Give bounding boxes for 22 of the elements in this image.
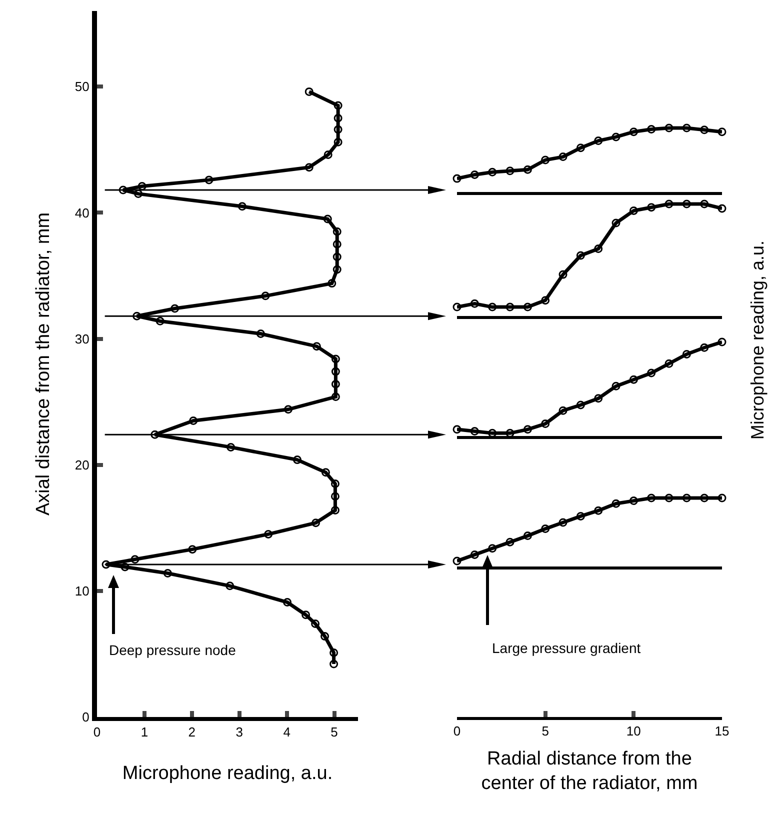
x-tick-label: 15 bbox=[714, 724, 730, 739]
x-tick-label: 10 bbox=[626, 724, 641, 739]
x-tick-label: 0 bbox=[453, 724, 461, 739]
x-tick-label: 0 bbox=[93, 724, 101, 740]
x-tick-label: 1 bbox=[140, 724, 148, 740]
text: Large pressure gradient bbox=[492, 640, 641, 656]
x-tick-label: 2 bbox=[188, 724, 196, 740]
x-axis-title: Microphone reading, a.u. bbox=[122, 762, 333, 784]
y-axis-title: Axial distance from the radiator, mm bbox=[32, 212, 54, 516]
x-tick-label: 5 bbox=[330, 724, 338, 740]
y-tick-label: 10 bbox=[74, 583, 90, 598]
x-tick-label: 3 bbox=[236, 724, 243, 740]
y-axis-title: Microphone reading, a.u. bbox=[748, 240, 768, 440]
annotation: Deep pressure node bbox=[109, 642, 236, 658]
y-tick-label: 40 bbox=[74, 205, 90, 220]
x-tick-label: 4 bbox=[283, 724, 290, 740]
x-tick-label: 5 bbox=[542, 724, 549, 739]
x-axis-title: Radial distance from the center of the radiator, mm bbox=[481, 748, 698, 794]
y-tick-label: 20 bbox=[74, 457, 90, 472]
y-tick-label: 30 bbox=[74, 331, 90, 346]
y-tick-label: 50 bbox=[74, 79, 90, 94]
y-tick-label: 0 bbox=[82, 710, 90, 725]
